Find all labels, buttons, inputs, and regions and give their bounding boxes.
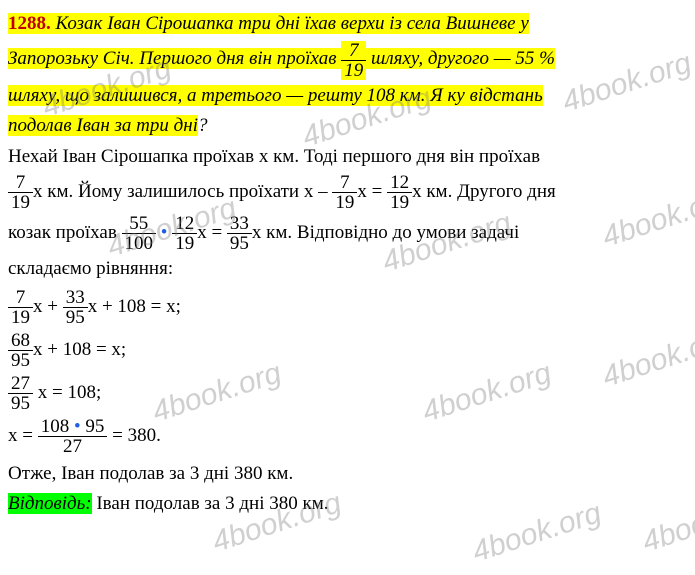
fraction: 719 (332, 173, 357, 212)
fraction: 1219 (172, 214, 197, 253)
dot-icon: • (161, 222, 168, 243)
solution-line: складаємо рівняння: (8, 255, 687, 284)
solution-text: = 380. (107, 424, 160, 445)
problem-line-4: подолав Іван за три дні? (8, 112, 687, 141)
answer-line: Відповідь: Іван подолав за 3 дні 380 км. (8, 490, 687, 519)
problem-line-1: 1288. Козак Іван Сірошапка три дні їхав … (8, 10, 687, 39)
fraction: 3395 (63, 288, 88, 327)
solution-text: x км. Відповідно до умови задачі (252, 222, 519, 243)
problem-text: Запорозьку Січ. Першого дня він проїхав (8, 48, 341, 69)
problem-text: шляху, другого — 55 % (366, 48, 555, 69)
answer-text: Іван подолав за 3 дні 380 км. (92, 493, 329, 514)
solution-text: козак проїхав (8, 222, 122, 243)
fraction: 719 (8, 288, 33, 327)
fraction: 719 (341, 41, 366, 80)
solution-text: x = (357, 181, 387, 202)
equation-line: x = 108 • 9527 = 380. (8, 417, 687, 456)
fraction: 719 (8, 173, 33, 212)
solution-text: x + 108 = x; (33, 338, 126, 359)
problem-number: 1288. (8, 13, 51, 34)
solution-line: козак проїхав 55100 • 1219x = 3395x км. … (8, 214, 687, 253)
question-mark: ? (198, 115, 208, 136)
problem-text: Козак Іван Сірошапка три дні їхав верхи … (56, 13, 529, 34)
fraction: 6895 (8, 331, 33, 370)
problem-text: подолав Іван за три дні (8, 115, 198, 136)
solution-text: x + (33, 295, 63, 316)
solution-line: Нехай Іван Сірошапка проїхав x км. Тоді … (8, 143, 687, 172)
solution-text: x = (197, 222, 227, 243)
solution-line: 719x км. Йому залишилось проїхати x – 71… (8, 173, 687, 212)
solution-text: x = (8, 424, 38, 445)
problem-line-2: Запорозьку Січ. Першого дня він проїхав … (8, 41, 687, 80)
fraction: 55100 (122, 214, 157, 253)
solution-text: x = 108; (33, 381, 101, 402)
problem-text: шляху, що залишився, а третього — решту … (8, 85, 543, 106)
solution-text: x + 108 = x; (88, 295, 181, 316)
equation-line: 2795 x = 108; (8, 374, 687, 413)
fraction: 108 • 9527 (38, 417, 108, 456)
fraction: 1219 (387, 173, 412, 212)
problem-line-3: шляху, що залишився, а третього — решту … (8, 82, 687, 111)
dot-icon: • (74, 416, 81, 437)
solution-text: x км. Йому залишилось проїхати x – (33, 181, 332, 202)
equation-line: 719x + 3395x + 108 = x; (8, 288, 687, 327)
equation-line: 6895x + 108 = x; (8, 331, 687, 370)
fraction: 3395 (227, 214, 252, 253)
solution-text: x км. Другого дня (412, 181, 556, 202)
conclusion-line: Отже, Іван подолав за 3 дні 380 км. (8, 460, 687, 489)
fraction: 2795 (8, 374, 33, 413)
answer-label: Відповідь: (8, 493, 92, 514)
